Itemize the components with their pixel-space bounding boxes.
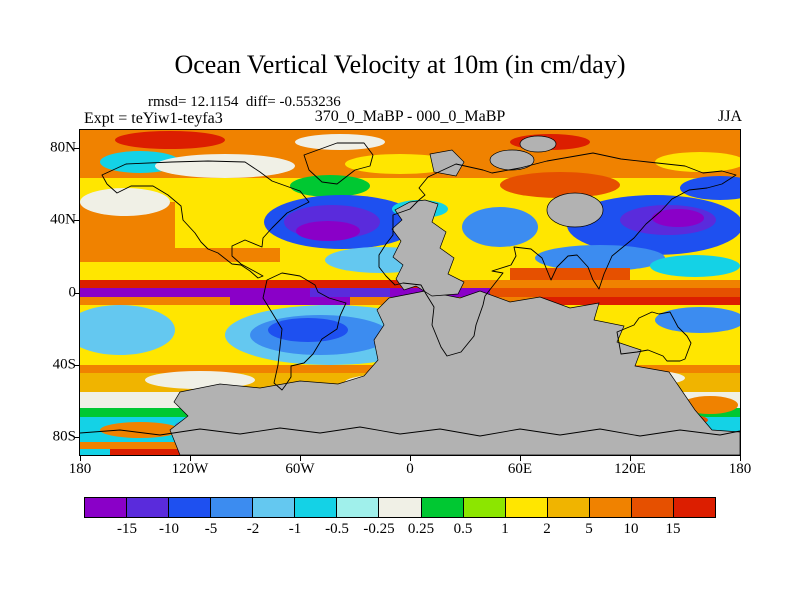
colorbar-tick-label: -0.5 xyxy=(325,521,349,537)
velocity-map-svg xyxy=(80,130,740,455)
colorbar-segment xyxy=(168,498,211,517)
lon-tick-label: 60W xyxy=(285,461,315,477)
colorbar-segment xyxy=(210,498,253,517)
lat-tick-mark xyxy=(74,148,79,150)
land-mask xyxy=(169,135,740,455)
lon-tick-label: 120W xyxy=(171,461,209,477)
experiment-label: Expt = teYiw1-teyfa3 xyxy=(84,110,223,127)
coastline-contours xyxy=(80,142,740,437)
colorbar-tick-label: 10 xyxy=(623,521,639,537)
lon-tick-mark xyxy=(80,456,81,461)
lat-tick-label: 40N xyxy=(50,211,76,228)
colorbar-segment xyxy=(504,498,547,517)
lon-tick-label: 180 xyxy=(728,461,752,477)
land-mask-patch xyxy=(429,149,465,177)
colorbar-tick-label: 15 xyxy=(665,521,681,537)
colorbar-tick-label: 0.5 xyxy=(453,521,473,537)
land-mask-south xyxy=(169,290,740,455)
colorbar-tick-label: -5 xyxy=(204,521,218,537)
land-mask-central-arm xyxy=(391,199,465,297)
coastline-antarctica xyxy=(80,426,740,437)
colorbar-segment xyxy=(588,498,631,517)
colorbar-tick-label: 5 xyxy=(585,521,593,537)
colorbar-segment xyxy=(126,498,169,517)
coastline-australia xyxy=(616,311,692,362)
lon-tick-mark xyxy=(740,456,741,461)
lon-tick-mark xyxy=(190,456,191,461)
season-label: JJA xyxy=(717,108,742,125)
colorbar-tick-label: 1 xyxy=(501,521,509,537)
lat-tick-label: 80N xyxy=(50,139,76,156)
colorbar-tick-label: -0.25 xyxy=(363,521,395,537)
lat-tick-mark xyxy=(74,292,79,294)
lat-tick-mark xyxy=(74,364,79,366)
colorbar-segment xyxy=(294,498,337,517)
colorbar-segment xyxy=(378,498,421,517)
colorbar-segment xyxy=(630,498,673,517)
colorbar-tick-label: -15 xyxy=(117,521,137,537)
colorbar-tick-label: 0.25 xyxy=(407,521,435,537)
colorbar-segment xyxy=(85,498,127,517)
coastline-north-america xyxy=(101,160,310,279)
lon-tick-mark xyxy=(300,456,301,461)
colorbar-tick-label: -10 xyxy=(159,521,179,537)
colorbar-tick-label: 2 xyxy=(543,521,551,537)
lat-tick-mark xyxy=(74,436,79,438)
lat-tick-label: 80S xyxy=(52,428,76,445)
comparison-label: 370_0_MaBP - 000_0_MaBP xyxy=(314,108,506,125)
colorbar-segment xyxy=(336,498,379,517)
lon-tick-label: 0 xyxy=(406,461,414,477)
land-mask-patch xyxy=(519,135,557,153)
lon-tick-mark xyxy=(520,456,521,461)
land-mask-patch xyxy=(489,149,535,171)
lat-tick-label: 40S xyxy=(52,356,76,373)
colorbar-segment xyxy=(672,498,715,517)
colorbar-segment xyxy=(546,498,589,517)
coastline-south-america xyxy=(262,272,347,391)
coastline-greenland xyxy=(303,142,374,185)
lon-tick-mark xyxy=(630,456,631,461)
colorbar-segment xyxy=(462,498,505,517)
colorbar-segment xyxy=(252,498,295,517)
stats-line: rmsd= 12.1154 diff= -0.553236 xyxy=(148,94,341,110)
colorbar-tick-label: -1 xyxy=(288,521,302,537)
lon-tick-label: 60E xyxy=(507,461,533,477)
lon-tick-label: 120E xyxy=(614,461,646,477)
lon-tick-label: 180 xyxy=(68,461,92,477)
colorbar-segment xyxy=(420,498,463,517)
lon-tick-mark xyxy=(410,456,411,461)
coastline-eurasia-africa xyxy=(378,152,737,357)
lat-tick-label: 0 xyxy=(68,284,77,300)
colorbar-tick-label: -2 xyxy=(246,521,260,537)
colorbar xyxy=(84,497,716,518)
map-area xyxy=(79,129,741,456)
land-mask-patch xyxy=(546,192,604,228)
plot-title: Ocean Vertical Velocity at 10m (in cm/da… xyxy=(174,50,626,79)
lat-tick-mark xyxy=(74,220,79,222)
